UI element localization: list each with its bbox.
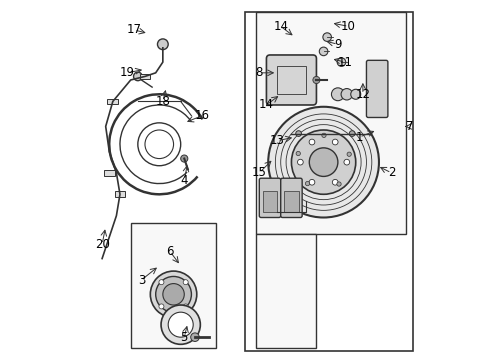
Circle shape bbox=[163, 284, 184, 305]
Bar bbox=[107, 99, 118, 104]
Text: 19: 19 bbox=[120, 66, 135, 79]
Circle shape bbox=[349, 131, 355, 136]
Circle shape bbox=[156, 276, 192, 312]
Text: 16: 16 bbox=[195, 109, 210, 122]
Circle shape bbox=[337, 58, 346, 66]
Circle shape bbox=[309, 139, 315, 145]
Circle shape bbox=[292, 130, 356, 194]
Text: 20: 20 bbox=[95, 238, 110, 251]
Circle shape bbox=[268, 107, 379, 217]
Text: 10: 10 bbox=[341, 20, 356, 33]
Bar bbox=[256, 234, 317, 348]
FancyBboxPatch shape bbox=[367, 60, 388, 117]
Text: 12: 12 bbox=[355, 88, 370, 101]
Text: 9: 9 bbox=[334, 38, 342, 51]
Text: 1: 1 bbox=[356, 131, 363, 144]
Circle shape bbox=[191, 333, 199, 342]
Circle shape bbox=[150, 271, 197, 318]
Text: 3: 3 bbox=[138, 274, 145, 287]
Bar bbox=[263, 191, 277, 212]
Text: 18: 18 bbox=[155, 95, 171, 108]
Text: 14: 14 bbox=[259, 99, 274, 112]
Circle shape bbox=[347, 152, 351, 156]
Text: 7: 7 bbox=[406, 120, 413, 133]
Circle shape bbox=[183, 280, 188, 285]
Text: 17: 17 bbox=[127, 23, 142, 36]
Bar bbox=[131, 223, 217, 348]
Text: 13: 13 bbox=[270, 134, 285, 147]
Circle shape bbox=[305, 181, 310, 186]
Circle shape bbox=[159, 304, 164, 309]
Circle shape bbox=[309, 148, 338, 176]
Circle shape bbox=[332, 179, 338, 185]
Circle shape bbox=[331, 88, 344, 101]
Bar bbox=[115, 192, 125, 197]
Text: 15: 15 bbox=[252, 166, 267, 179]
Text: 2: 2 bbox=[388, 166, 395, 179]
Circle shape bbox=[344, 159, 350, 165]
Circle shape bbox=[351, 89, 361, 99]
Circle shape bbox=[341, 89, 352, 100]
Circle shape bbox=[322, 133, 326, 138]
Text: 4: 4 bbox=[180, 174, 188, 186]
Circle shape bbox=[313, 76, 320, 84]
Bar bbox=[245, 12, 413, 351]
Text: 11: 11 bbox=[338, 55, 352, 69]
Circle shape bbox=[183, 304, 188, 309]
Circle shape bbox=[157, 39, 168, 50]
FancyBboxPatch shape bbox=[281, 178, 302, 217]
Circle shape bbox=[296, 151, 300, 156]
Bar bbox=[277, 66, 306, 94]
Circle shape bbox=[168, 312, 193, 337]
Circle shape bbox=[323, 33, 331, 41]
Bar bbox=[140, 73, 150, 79]
Circle shape bbox=[134, 72, 142, 81]
Text: 8: 8 bbox=[256, 66, 263, 79]
Circle shape bbox=[161, 305, 200, 344]
Circle shape bbox=[319, 47, 328, 56]
Circle shape bbox=[309, 179, 315, 185]
FancyBboxPatch shape bbox=[259, 178, 281, 217]
Circle shape bbox=[159, 280, 164, 285]
Text: 14: 14 bbox=[273, 20, 288, 33]
Circle shape bbox=[181, 155, 188, 162]
Text: 6: 6 bbox=[166, 245, 174, 258]
Text: 5: 5 bbox=[181, 331, 188, 344]
FancyBboxPatch shape bbox=[267, 55, 317, 105]
Bar bbox=[104, 170, 115, 176]
Circle shape bbox=[297, 159, 303, 165]
Circle shape bbox=[337, 182, 341, 186]
Circle shape bbox=[296, 131, 301, 136]
Bar bbox=[284, 191, 298, 212]
Bar bbox=[256, 12, 406, 234]
Circle shape bbox=[332, 139, 338, 145]
